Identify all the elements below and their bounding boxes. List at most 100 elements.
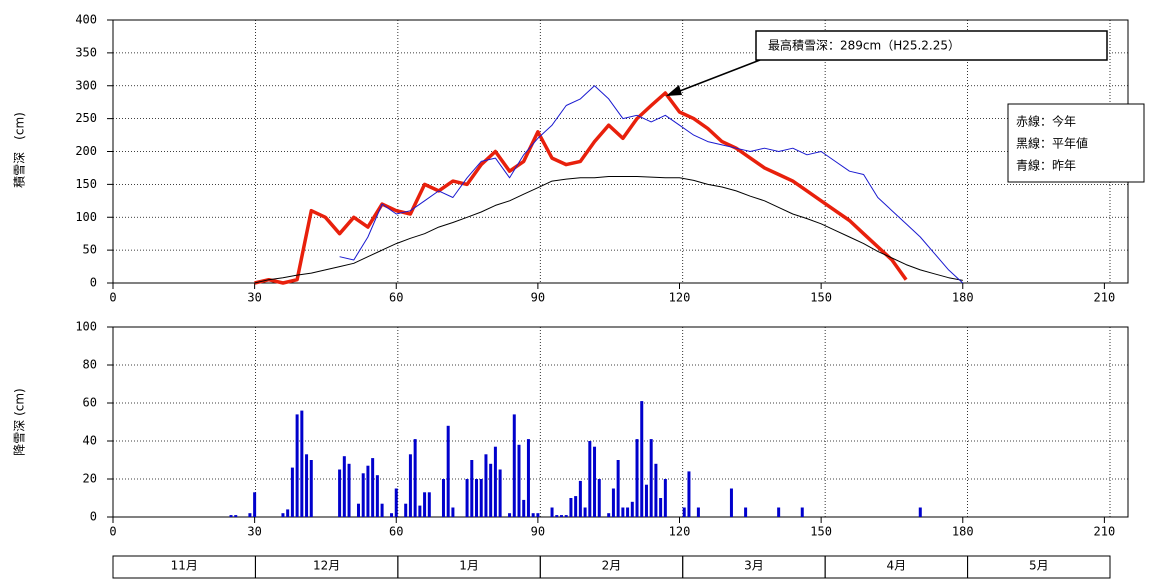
x-tick-label: 120: [669, 291, 691, 305]
x-tick-label: 60: [389, 525, 403, 539]
bar: [413, 439, 417, 517]
y-tick-label: 250: [75, 111, 97, 125]
bar: [281, 513, 285, 517]
bar: [290, 467, 294, 517]
bar: [593, 446, 597, 517]
bar: [408, 454, 412, 517]
x-tick-label: 0: [109, 291, 116, 305]
bar: [559, 515, 563, 517]
bar: [574, 496, 578, 517]
bar: [342, 456, 346, 517]
bar: [253, 492, 257, 517]
bar: [479, 479, 483, 517]
bar: [512, 414, 516, 517]
bar: [729, 488, 733, 517]
legend-label: 黑線：平年値: [1016, 136, 1088, 151]
x-tick-label: 90: [531, 525, 545, 539]
bar: [526, 439, 530, 517]
bar: [356, 503, 360, 517]
bar: [696, 507, 700, 517]
y-tick-label: 100: [75, 210, 97, 224]
bar: [626, 507, 630, 517]
x-tick-label: 210: [1094, 291, 1116, 305]
y-tick-label: 50: [83, 243, 97, 257]
month-label: 12月: [313, 559, 340, 573]
y-tick-label: 300: [75, 78, 97, 92]
bar: [607, 513, 611, 517]
bar: [446, 425, 450, 517]
x-tick-label: 180: [952, 291, 974, 305]
arrow-head: [666, 85, 682, 96]
bar: [498, 469, 502, 517]
y-tick-label: 100: [75, 320, 97, 334]
series-line: [339, 85, 964, 284]
y-axis-label: 降雪深 (cm): [13, 388, 27, 455]
month-label: 3月: [744, 559, 764, 573]
bar: [536, 513, 540, 517]
y-tick-label: 60: [83, 396, 97, 410]
bar: [640, 401, 644, 517]
bar: [427, 492, 431, 517]
x-tick-label: 30: [247, 525, 261, 539]
bar: [371, 458, 375, 517]
bar: [654, 463, 658, 517]
bar: [347, 463, 351, 517]
x-tick-label: 180: [952, 525, 974, 539]
bar: [800, 507, 804, 517]
bar: [564, 515, 568, 517]
bar: [451, 507, 455, 517]
bar: [644, 484, 648, 517]
series-line: [254, 176, 963, 284]
bar: [588, 441, 592, 517]
bar: [380, 503, 384, 517]
bar: [597, 479, 601, 517]
bar: [687, 471, 691, 517]
bar: [484, 454, 488, 517]
bar: [390, 513, 394, 517]
y-tick-label: 350: [75, 45, 97, 59]
bar: [555, 515, 559, 517]
legend-box: [1007, 103, 1145, 183]
x-tick-label: 150: [810, 525, 832, 539]
bar: [418, 505, 422, 517]
bar: [569, 498, 573, 517]
y-tick-label: 0: [90, 276, 97, 290]
y-tick-label: 80: [83, 358, 97, 372]
bar: [366, 465, 370, 517]
bar: [522, 499, 526, 517]
bar: [621, 507, 625, 517]
month-label: 2月: [602, 559, 622, 573]
y-axis-label: 積雪深 (cm): [12, 112, 27, 188]
bar: [531, 513, 535, 517]
bar: [578, 480, 582, 517]
legend-label: 赤線：今年: [1016, 114, 1076, 129]
bar: [611, 488, 615, 517]
x-tick-label: 150: [810, 291, 832, 305]
month-label: 5月: [1029, 559, 1049, 573]
bar: [338, 469, 342, 517]
bar: [286, 509, 290, 517]
bar: [375, 475, 379, 517]
bar: [394, 488, 398, 517]
y-tick-label: 40: [83, 434, 97, 448]
bar: [465, 479, 469, 517]
bar: [470, 460, 474, 517]
bar: [517, 444, 521, 517]
bar: [659, 498, 663, 517]
x-tick-label: 210: [1094, 525, 1116, 539]
bar: [404, 503, 408, 517]
bar: [649, 439, 653, 517]
month-label: 11月: [171, 559, 198, 573]
bar: [234, 515, 238, 517]
x-tick-label: 0: [109, 525, 116, 539]
bar: [305, 454, 309, 517]
month-label: 4月: [887, 559, 907, 573]
bar: [635, 439, 639, 517]
bar: [550, 507, 554, 517]
bar: [475, 479, 479, 517]
month-cell: [967, 555, 1111, 579]
bar: [682, 507, 686, 517]
y-tick-label: 0: [90, 510, 97, 524]
bar: [918, 507, 922, 517]
